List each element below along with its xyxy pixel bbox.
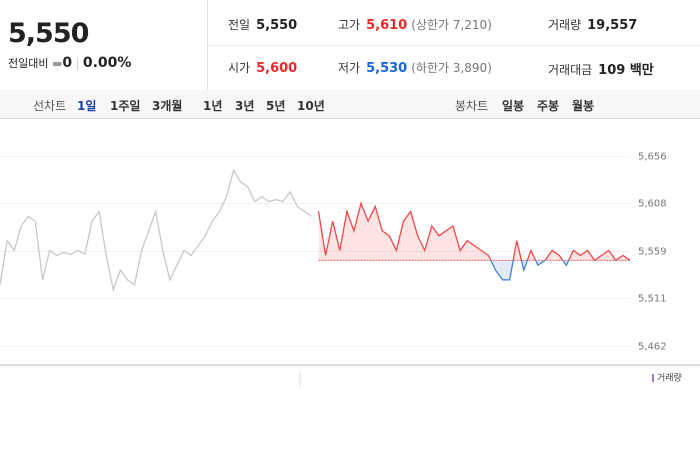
tab[interactable]: 일봉 [502, 99, 525, 113]
tab[interactable]: 주봉 [537, 99, 560, 113]
line [0, 168, 312, 293]
legend-swatch [652, 374, 654, 382]
stat: 시가 5,600 [228, 59, 297, 76]
stat-note: (하한가 3,890) [411, 61, 492, 75]
tab[interactable]: 월봉 [572, 99, 595, 113]
stat-value: 19,557 [587, 18, 638, 33]
stat-value: 5,600 [256, 61, 298, 76]
stat: 고가 5,610 (상한가 7,210) [338, 16, 492, 33]
stat: 거래대금 109 백만 [548, 59, 654, 78]
stat-value: 109 백만 [598, 63, 654, 78]
stat: 전일 5,550 [228, 16, 297, 33]
area-up [318, 203, 630, 261]
stat: 저가 5,530 (하한가 3,890) [338, 59, 492, 76]
stat-label: 전일 [228, 18, 251, 32]
stat-note: (상한가 7,210) [411, 18, 492, 32]
stat-value: 5,530 [366, 61, 408, 76]
tab[interactable]: 5년 [266, 99, 286, 113]
toolbar-label: 봉차트 [455, 99, 489, 113]
legend-label: 거래량 [657, 372, 682, 384]
tab[interactable]: 3년 [235, 99, 255, 113]
y-tick-label: 5,559 [638, 246, 667, 257]
y-tick-label: 5,656 [638, 152, 667, 163]
stat-label: 거래량 [548, 18, 582, 32]
stat-label: 시가 [228, 61, 251, 75]
tab[interactable]: 10년 [297, 99, 325, 113]
tab[interactable]: 1일 [77, 99, 97, 113]
price: 5,550 [8, 18, 89, 49]
y-tick-label: 5,511 [638, 293, 667, 304]
change: 전일대비 ▬0 | 0.00% [8, 55, 132, 71]
toolbar: 선차트 봉차트 1일 1주일 3개월 1년 3년 5년 10년 일봉 주봉 월봉 [0, 90, 700, 119]
tab[interactable]: 1년 [203, 99, 223, 113]
stat: 거래량 19,557 [548, 16, 637, 33]
tab[interactable]: 1주일 [110, 99, 141, 113]
flat-icon: ▬ [51, 57, 63, 70]
toolbar-label: 선차트 [33, 99, 67, 113]
summary: 5,550 전일대비 ▬0 | 0.00% 전일 5,550 고가 5,610 (상한… [0, 0, 700, 91]
tab[interactable]: 3개월 [152, 99, 183, 113]
change-label: 전일대비 [8, 57, 49, 70]
change-rate: 0.00% [82, 55, 132, 71]
change-value: 0 [62, 55, 73, 71]
stat-label: 거래대금 [548, 63, 593, 77]
stat-label: 저가 [338, 61, 361, 75]
stat-label: 고가 [338, 18, 361, 32]
line-up [317, 201, 631, 261]
y-tick-label: 5,608 [638, 199, 667, 210]
stat-value: 5,550 [256, 18, 298, 33]
stat-value: 5,610 [366, 18, 408, 33]
y-tick-label: 5,462 [638, 341, 667, 352]
